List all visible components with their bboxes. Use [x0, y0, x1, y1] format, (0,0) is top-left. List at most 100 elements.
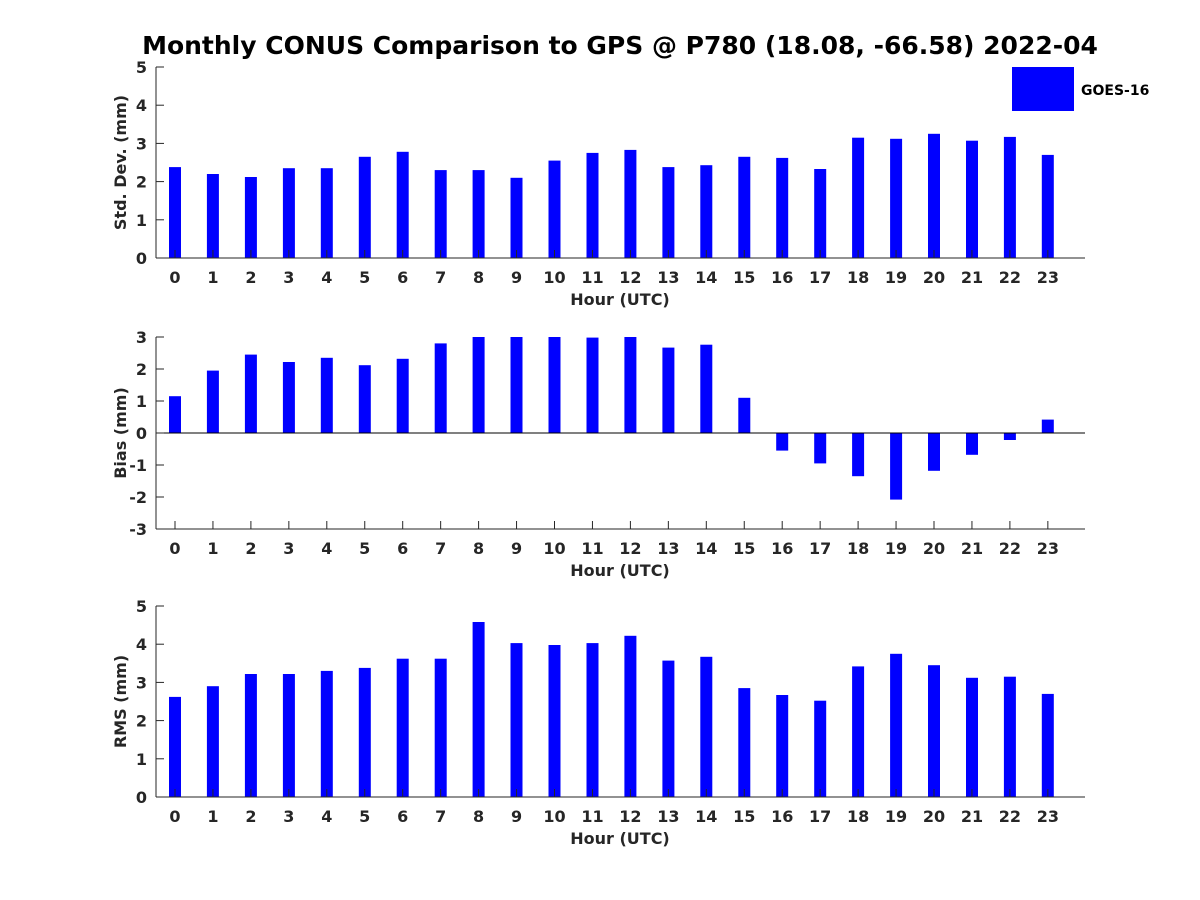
- x-tick-label: 0: [169, 268, 180, 287]
- x-tick-label: 2: [245, 268, 256, 287]
- bar: [738, 397, 751, 433]
- bar: [244, 674, 257, 797]
- bar: [776, 157, 789, 258]
- x-tick-label: 18: [847, 807, 869, 826]
- y-tick-label: 1: [136, 211, 147, 230]
- y-tick-label: 2: [136, 173, 147, 192]
- bar: [586, 643, 599, 797]
- x-tick-label: 0: [169, 539, 180, 558]
- bar: [738, 688, 751, 797]
- x-tick-label: 21: [961, 807, 983, 826]
- y-tick-label: -1: [129, 456, 147, 475]
- x-tick-label: 5: [359, 807, 370, 826]
- x-tick-label: 11: [581, 807, 603, 826]
- bar: [776, 695, 789, 797]
- bar: [358, 365, 371, 433]
- x-tick-label: 19: [885, 807, 907, 826]
- x-tick-label: 18: [847, 539, 869, 558]
- x-tick-label: 6: [397, 268, 408, 287]
- x-tick-label: 3: [283, 807, 294, 826]
- x-tick-label: 13: [657, 539, 679, 558]
- x-tick-label: 19: [885, 268, 907, 287]
- y-axis-label: Std. Dev. (mm): [111, 95, 130, 230]
- bar: [206, 686, 219, 797]
- bar: [624, 635, 637, 797]
- x-tick-label: 19: [885, 539, 907, 558]
- x-tick-label: 8: [473, 539, 484, 558]
- bar: [510, 643, 523, 797]
- x-tick-label: 7: [435, 268, 446, 287]
- bar: [472, 337, 485, 433]
- bar: [358, 156, 371, 258]
- bar: [928, 665, 940, 797]
- x-tick-label: 2: [245, 807, 256, 826]
- x-tick-label: 9: [511, 807, 522, 826]
- x-tick-label: 7: [435, 807, 446, 826]
- bar: [206, 370, 219, 433]
- x-tick-label: 20: [923, 807, 945, 826]
- y-axis-label: Bias (mm): [111, 387, 130, 479]
- x-tick-label: 8: [473, 268, 484, 287]
- bar: [510, 337, 523, 433]
- x-tick-label: 16: [771, 807, 793, 826]
- bar: [206, 174, 219, 258]
- y-tick-label: 2: [136, 712, 147, 731]
- y-tick-label: -3: [129, 520, 147, 539]
- bar: [586, 337, 599, 433]
- x-tick-label: 16: [771, 268, 793, 287]
- y-tick-label: 5: [136, 58, 147, 77]
- x-tick-label: 23: [1037, 539, 1059, 558]
- bar: [852, 666, 865, 797]
- bar: [852, 137, 865, 258]
- x-tick-label: 5: [359, 539, 370, 558]
- bar: [624, 337, 637, 433]
- x-tick-label: 15: [733, 539, 755, 558]
- bar: [1003, 433, 1016, 440]
- bar: [890, 433, 903, 500]
- x-tick-label: 14: [695, 268, 717, 287]
- x-tick-label: 6: [397, 807, 408, 826]
- bar: [169, 396, 181, 433]
- bar: [1041, 693, 1054, 797]
- x-tick-label: 21: [961, 539, 983, 558]
- x-tick-label: 22: [999, 268, 1021, 287]
- bar: [396, 358, 409, 433]
- y-tick-label: 3: [136, 328, 147, 347]
- x-tick-label: 22: [999, 539, 1021, 558]
- x-tick-label: 0: [169, 807, 180, 826]
- bar: [244, 177, 257, 258]
- x-tick-label: 12: [619, 807, 641, 826]
- y-tick-label: 0: [136, 424, 147, 443]
- bar: [282, 362, 295, 433]
- x-tick-label: 8: [473, 807, 484, 826]
- bar: [624, 149, 637, 258]
- bar: [1041, 154, 1054, 258]
- bar: [700, 165, 713, 258]
- bar: [890, 138, 903, 258]
- x-tick-label: 1: [207, 807, 218, 826]
- x-axis-label: Hour (UTC): [570, 290, 670, 309]
- bar: [320, 168, 333, 258]
- legend: GOES-16: [1012, 67, 1149, 111]
- x-tick-label: 3: [283, 539, 294, 558]
- x-tick-label: 4: [321, 807, 332, 826]
- y-tick-label: 4: [136, 635, 147, 654]
- y-tick-label: -2: [129, 488, 147, 507]
- x-tick-label: 15: [733, 807, 755, 826]
- bar: [738, 156, 751, 258]
- bar: [1003, 676, 1016, 797]
- bar: [472, 622, 485, 797]
- bar: [548, 645, 561, 797]
- x-tick-label: 15: [733, 268, 755, 287]
- bar: [282, 168, 295, 258]
- x-tick-label: 6: [397, 539, 408, 558]
- x-tick-label: 17: [809, 539, 831, 558]
- bar: [282, 674, 295, 797]
- x-tick-label: 23: [1037, 268, 1059, 287]
- x-tick-label: 4: [321, 539, 332, 558]
- x-tick-label: 1: [207, 539, 218, 558]
- x-tick-label: 13: [657, 807, 679, 826]
- x-tick-label: 14: [695, 807, 717, 826]
